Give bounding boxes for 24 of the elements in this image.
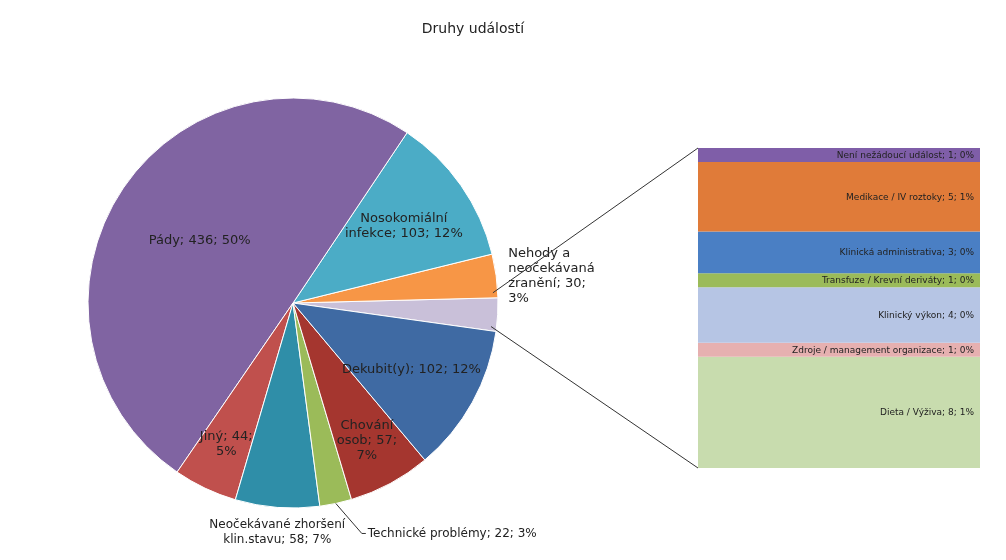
- series-label: Klinická administrativa;: [839, 247, 946, 258]
- slice-label: Neočekávané zhoršení klin.stavu; 58; 7%: [209, 517, 346, 547]
- bar: [698, 231, 980, 274]
- series-label: Dieta / Výživa;: [879, 407, 946, 418]
- bar: [698, 356, 980, 468]
- series-label: Medikace / IV roztoky;: [846, 191, 946, 202]
- chart-title: Druhy událostí: [420, 20, 526, 36]
- slice-label: Technické problémy; 22; 3%: [366, 526, 537, 541]
- bar: [698, 161, 980, 232]
- data-label: 8; 1%: [948, 407, 975, 418]
- data-label: 1; 0%: [948, 344, 975, 355]
- slice-label: Pády; 436; 50%: [148, 231, 251, 247]
- data-label: 1; 0%: [948, 275, 975, 286]
- slice-label: Nosokomiální infekce; 103; 12%: [344, 209, 463, 240]
- data-label: 4; 0%: [948, 309, 975, 320]
- series-label: Zdroje / management organizace;: [792, 344, 946, 355]
- bar: [698, 287, 980, 343]
- slice-label: Chování osob; 57; 7%: [336, 417, 398, 463]
- series-label: Klinický výkon;: [878, 309, 946, 320]
- series-label: Transfuze / Krevní deriváty;: [820, 275, 946, 286]
- data-label: 3; 0%: [948, 247, 975, 258]
- series-label: Není nežádoucí událost;: [836, 149, 946, 160]
- data-label: 1; 0%: [948, 149, 975, 160]
- data-label: 5; 1%: [948, 191, 975, 202]
